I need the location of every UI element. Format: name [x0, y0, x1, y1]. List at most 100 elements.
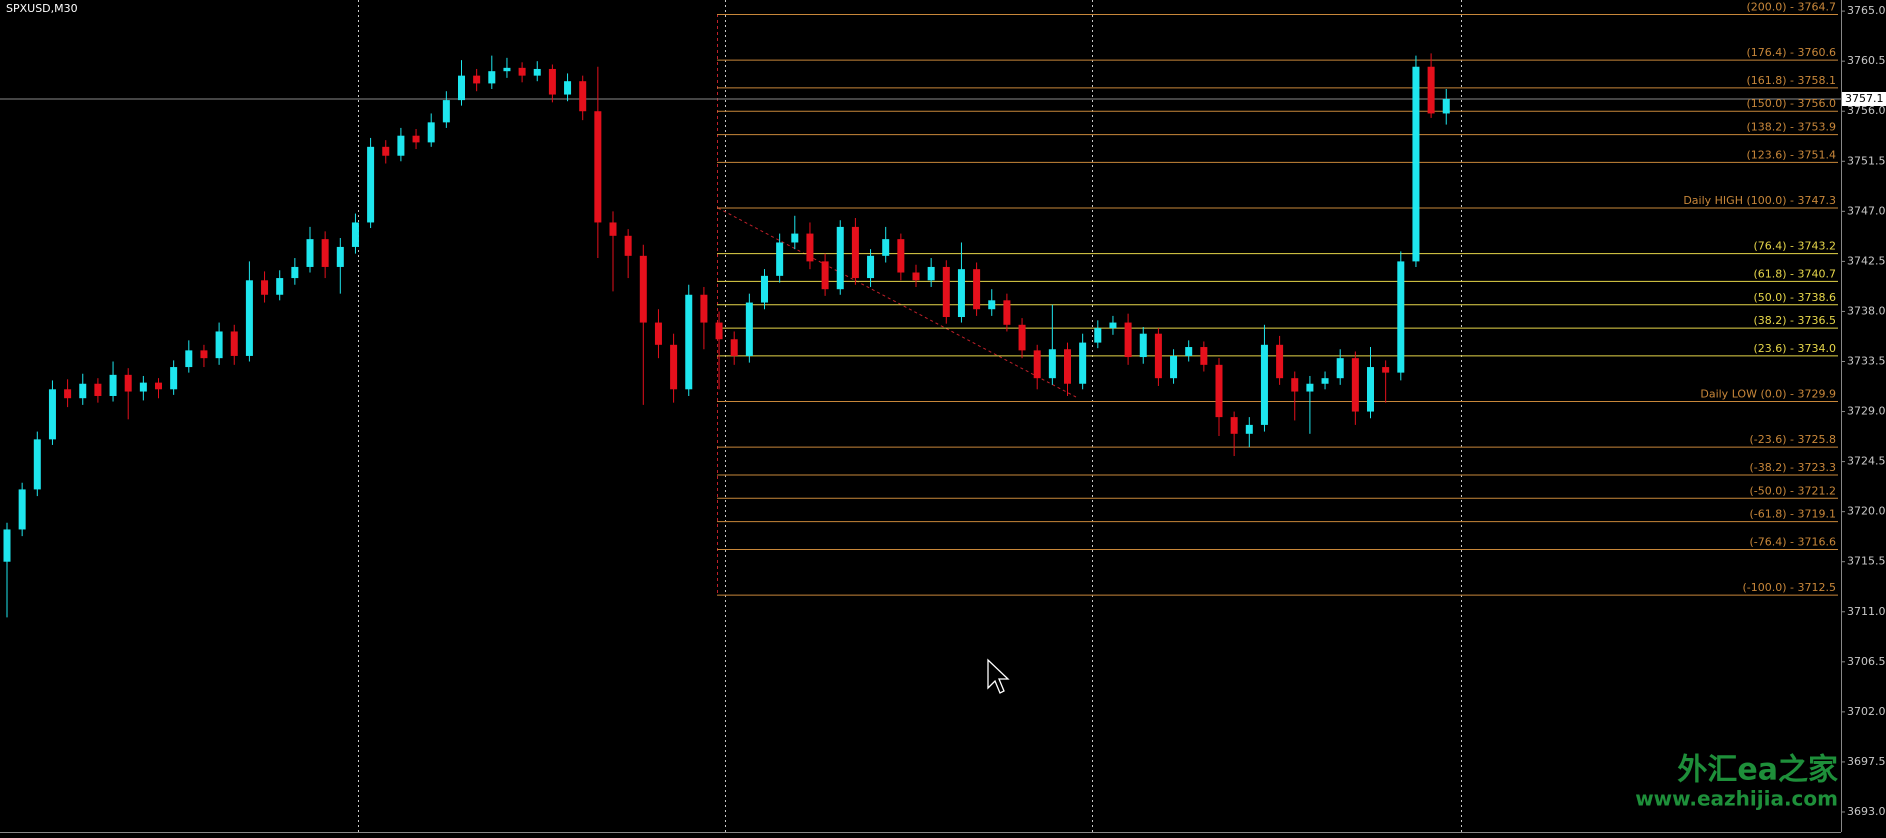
candle-body — [1367, 367, 1374, 412]
candle-body — [851, 226, 859, 279]
candle-body — [1397, 261, 1405, 373]
candle-body — [882, 239, 890, 256]
candle-body — [79, 383, 87, 399]
candle-body — [261, 280, 269, 295]
candle-body — [367, 146, 375, 223]
fib-level-label: (161.8) - 3758.1 — [1746, 74, 1836, 87]
candle-body — [1336, 358, 1344, 379]
fib-level-label: (-38.2) - 3723.3 — [1750, 461, 1837, 474]
candle-body — [715, 322, 723, 340]
y-tick-label: 3747.0 — [1847, 204, 1886, 217]
period-separators — [358, 0, 1462, 832]
y-tick-label: 3697.5 — [1847, 755, 1886, 768]
y-tick-label: 3715.5 — [1847, 555, 1886, 568]
candles — [3, 53, 1450, 618]
candle-body — [609, 222, 617, 236]
candle-body — [1170, 355, 1178, 379]
fib-level-label: (-23.6) - 3725.8 — [1750, 433, 1837, 446]
candle-body — [700, 294, 708, 323]
candle-body — [1230, 417, 1238, 434]
candle-body — [624, 235, 632, 256]
candle-body — [685, 294, 693, 390]
fib-level-label: (38.2) - 3736.5 — [1753, 314, 1836, 327]
y-tick-label: 3742.5 — [1847, 254, 1886, 267]
candle-body — [155, 382, 162, 390]
candle-body — [1215, 364, 1223, 418]
candle-body — [3, 529, 11, 562]
candle-body — [170, 367, 178, 390]
watermark-title: 外汇ea之家 — [1677, 753, 1838, 788]
candle-body — [579, 81, 587, 112]
candle-body — [942, 266, 950, 318]
candle-body — [1245, 424, 1253, 434]
candle-body — [548, 68, 556, 95]
candle-body — [670, 344, 678, 390]
candle-body — [1351, 358, 1359, 412]
fib-trend-line — [717, 207, 1077, 398]
candle-body — [1412, 66, 1420, 262]
candle-body — [594, 111, 602, 223]
fib-level-label: (176.4) - 3760.6 — [1746, 46, 1836, 59]
y-tick-label: 3733.5 — [1847, 354, 1886, 367]
candle-body — [988, 300, 996, 310]
fib-level-label: (-50.0) - 3721.2 — [1750, 484, 1837, 497]
candle-body — [1018, 324, 1026, 351]
candle-body — [48, 389, 56, 440]
fib-level-label: (50.0) - 3738.6 — [1753, 291, 1836, 304]
candle-body — [276, 278, 284, 295]
candle-body — [215, 331, 223, 359]
candle-body — [730, 339, 738, 356]
candle-body — [1003, 300, 1011, 325]
candle-body — [109, 374, 117, 396]
candle-body — [745, 302, 753, 356]
chart-title: SPXUSD,M30 — [6, 2, 78, 15]
fib-level-label: Daily LOW (0.0) - 3729.9 — [1700, 388, 1836, 401]
y-tick-label: 3738.0 — [1847, 304, 1886, 317]
candle-body — [382, 146, 390, 156]
y-tick-label: 3760.5 — [1847, 54, 1886, 67]
candle-body — [761, 275, 768, 303]
candle-body — [488, 71, 496, 84]
candle-body — [412, 135, 420, 143]
candle-body — [1427, 66, 1435, 114]
candle-body — [791, 233, 799, 243]
candle-body — [33, 439, 41, 490]
fib-level-label: (-76.4) - 3716.6 — [1750, 535, 1837, 548]
y-tick-label: 3711.0 — [1847, 605, 1886, 618]
candle-body — [836, 226, 844, 290]
y-tick-label: 3729.0 — [1847, 405, 1886, 418]
candle-body — [1033, 350, 1041, 379]
price-axis-labels: 3765.0 3760.5 3756.0 3751.5 3747.0 3742.5 3738… — [1841, 4, 1886, 818]
candle-body — [1139, 333, 1147, 358]
fib-level-label: (138.2) - 3753.9 — [1746, 121, 1836, 134]
candle-body — [1185, 347, 1193, 356]
fib-level-label: (123.6) - 3751.4 — [1746, 148, 1836, 161]
candle-body — [1124, 322, 1132, 358]
y-tick-label: 3693.0 — [1847, 805, 1886, 818]
current-price-tag — [1842, 91, 1886, 106]
candle-body — [639, 255, 647, 323]
candle-body — [973, 269, 981, 310]
candle-body — [1109, 322, 1117, 329]
y-tick-label: 3720.0 — [1847, 505, 1886, 518]
candle-body — [927, 266, 935, 281]
candle-body — [1200, 347, 1208, 365]
current-price-label: 3757.1 — [1845, 92, 1884, 105]
candle-body — [1306, 383, 1314, 392]
candle-body — [321, 239, 329, 267]
candle-body — [94, 383, 102, 396]
candle-body — [957, 269, 965, 318]
candle-body — [1048, 349, 1056, 379]
fib-level-label: (200.0) - 3764.7 — [1746, 0, 1836, 13]
y-tick-label: 3702.0 — [1847, 705, 1886, 718]
candle-body — [139, 382, 147, 392]
candle-body — [18, 489, 26, 530]
candle-body — [230, 331, 238, 356]
fib-level-label: (150.0) - 3756.0 — [1746, 97, 1836, 110]
candle-body — [124, 374, 132, 392]
candle-body — [200, 350, 208, 359]
y-tick-label: 3724.5 — [1847, 455, 1886, 468]
watermark-url: www.eazhijia.com — [1635, 787, 1838, 811]
